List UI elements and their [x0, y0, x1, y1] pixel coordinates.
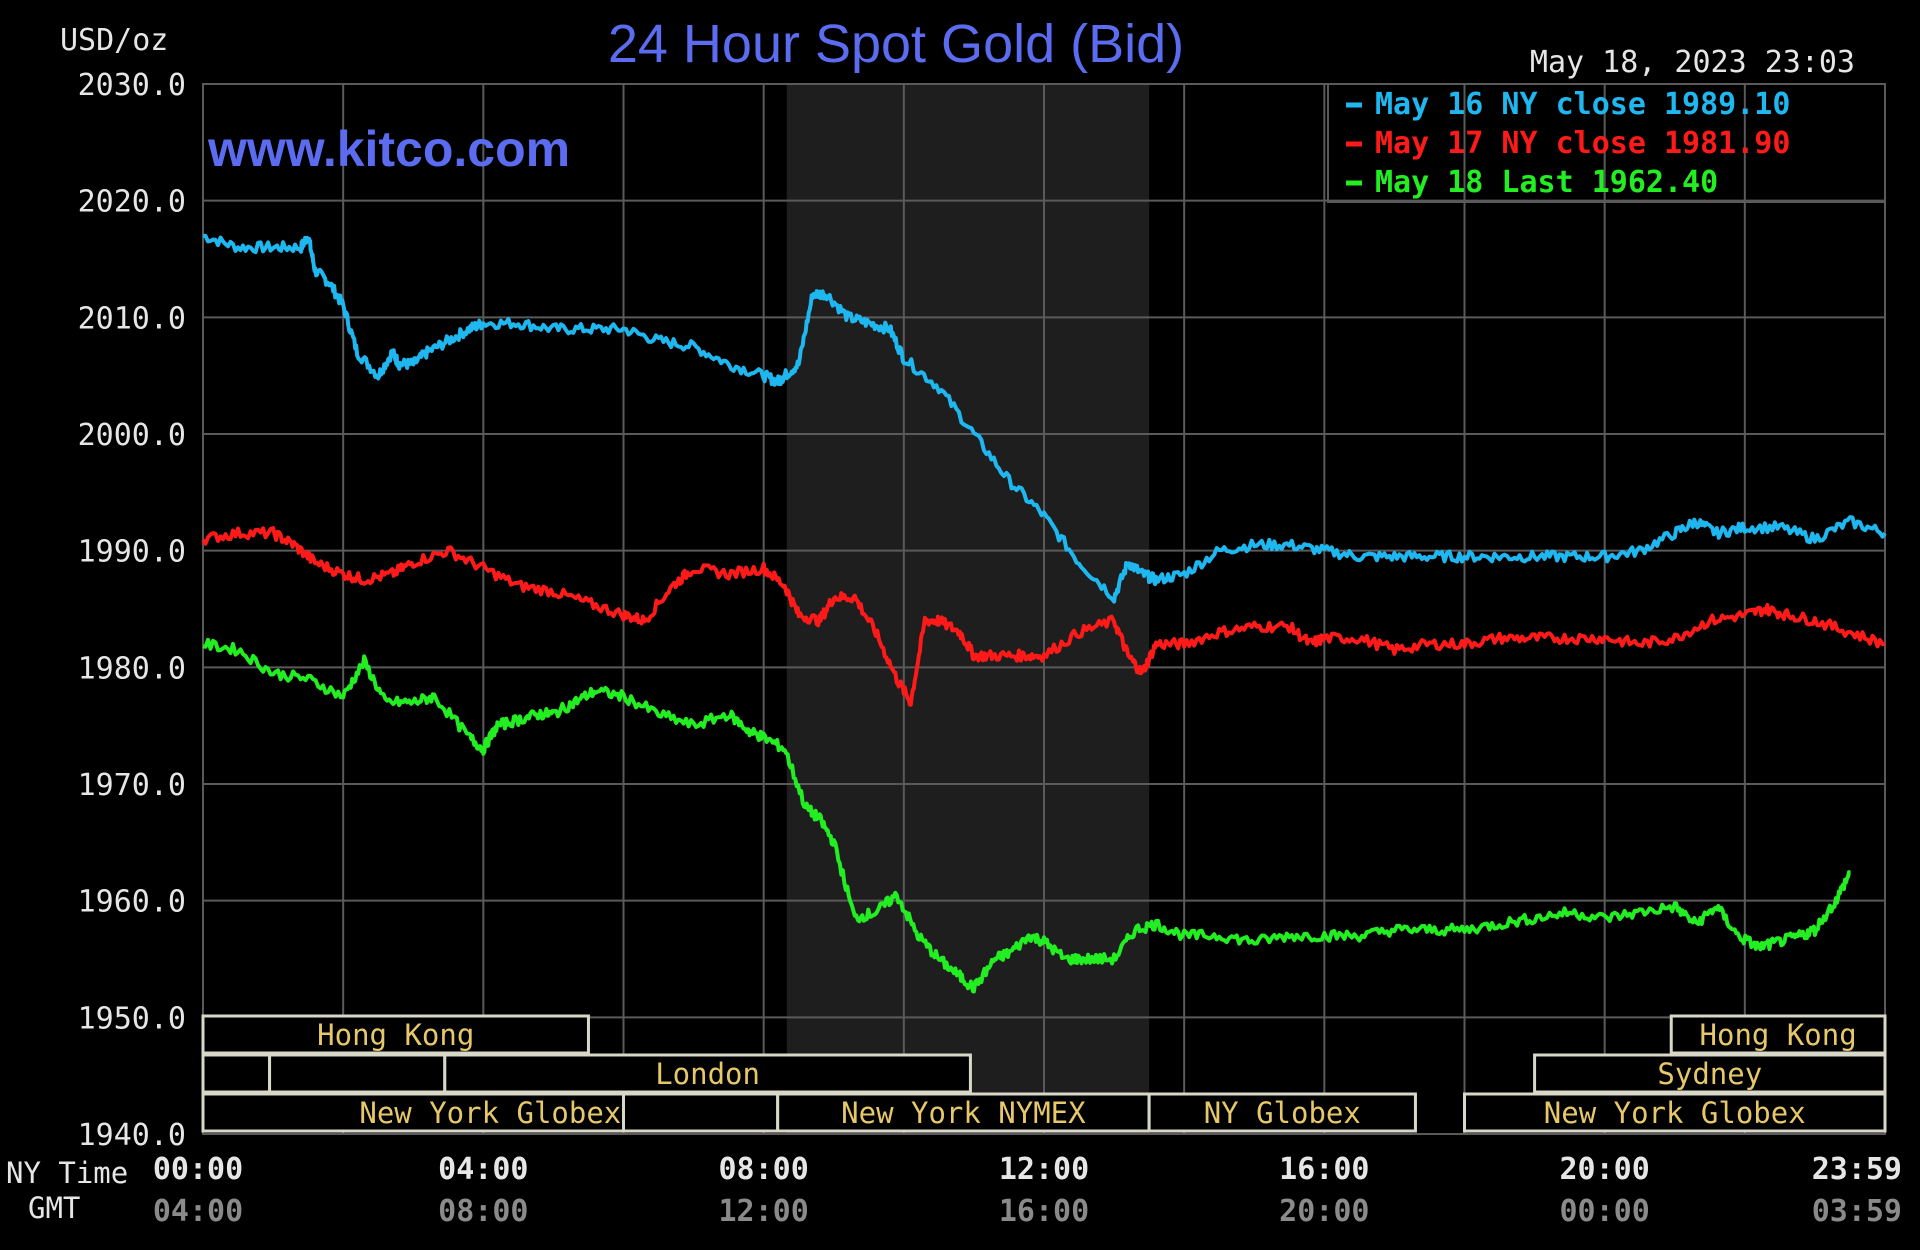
gmt-label: GMT [28, 1191, 80, 1225]
session-label: Hong Kong [317, 1018, 474, 1052]
y-tick-label: 2010.0 [78, 301, 186, 336]
series-line [202, 637, 1851, 994]
legend-entry: May 16 NY close 1989.10 [1375, 87, 1790, 122]
plot-frame [202, 83, 1886, 1135]
session-bar: New York Globex [1463, 1092, 1887, 1133]
nymex-session-shade [786, 84, 1150, 1134]
price-series [201, 233, 1887, 994]
y-tick-label: 2000.0 [78, 418, 186, 453]
x-tick-label-gmt: 04:00 [153, 1194, 243, 1229]
watermark-kitco: www.kitco.com [207, 121, 570, 177]
y-tick-label: 2030.0 [78, 68, 186, 103]
session-label: New York NYMEX [841, 1096, 1086, 1130]
x-tick-label-gmt: 03:59 [1812, 1194, 1902, 1229]
session-label: London [655, 1057, 760, 1091]
series-line [201, 526, 1886, 707]
session-bar: London [443, 1053, 972, 1094]
session-bar: Sydney [1533, 1053, 1887, 1094]
x-tick-label-gmt: 00:00 [1560, 1194, 1650, 1229]
session-bar: Hong Kong [1669, 1014, 1887, 1055]
y-tick-label: 1980.0 [78, 651, 186, 686]
x-tick-label-ny: 00:00 [153, 1152, 243, 1187]
y-tick-label: 1990.0 [78, 535, 186, 570]
session-label: Hong Kong [1700, 1018, 1857, 1052]
x-tick-label-gmt: 12:00 [719, 1194, 809, 1229]
timestamp: May 18, 2023 23:03 [1530, 45, 1855, 80]
legend-entry: May 17 NY close 1981.90 [1375, 126, 1790, 161]
market-sessions: Hong Kong London New York Globex New York N… [201, 1014, 1887, 1133]
session-bar: New York NYMEX [776, 1092, 1151, 1133]
series-line [202, 233, 1887, 604]
session-label: New York Globex [359, 1096, 621, 1130]
session-bar [268, 1053, 447, 1094]
x-tick-label-ny: 23:59 [1812, 1152, 1902, 1187]
x-tick-label-ny: 16:00 [1279, 1152, 1369, 1187]
y-axis-ticks: 2030.0 2020.0 2010.0 2000.0 1990.0 1980.0 1970… [78, 68, 186, 1153]
x-tick-label-ny: 08:00 [719, 1152, 809, 1187]
session-bar [622, 1092, 780, 1133]
chart-title: 24 Hour Spot Gold (Bid) [608, 14, 1184, 74]
y-tick-label: 1970.0 [78, 768, 186, 803]
x-tick-label-ny: 04:00 [438, 1152, 528, 1187]
session-label: New York Globex [1544, 1096, 1806, 1130]
legend: May 16 NY close 1989.10 May 17 NY close 1… [1327, 84, 1886, 203]
x-tick-label-gmt: 20:00 [1279, 1194, 1369, 1229]
unit-label: USD/oz [60, 23, 168, 58]
session-bar [201, 1053, 272, 1094]
session-bar: Hong Kong [201, 1014, 590, 1055]
legend-entry: May 18 Last 1962.40 [1375, 165, 1718, 200]
x-tick-label-gmt: 16:00 [999, 1194, 1089, 1229]
grid-lines [203, 84, 1885, 1134]
session-label: Sydney [1657, 1057, 1762, 1091]
x-tick-label-ny: 20:00 [1560, 1152, 1650, 1187]
x-tick-label-gmt: 08:00 [438, 1194, 528, 1229]
x-tick-label-ny: 12:00 [999, 1152, 1089, 1187]
legend-box [1327, 84, 1886, 203]
y-tick-label: 1940.0 [78, 1118, 186, 1153]
session-bar: NY Globex [1147, 1092, 1417, 1133]
ny-time-label: NY Time [6, 1156, 128, 1190]
y-tick-label: 1960.0 [78, 885, 186, 920]
y-tick-label: 2020.0 [78, 185, 186, 220]
session-label: NY Globex [1204, 1096, 1361, 1130]
y-tick-label: 1950.0 [78, 1001, 186, 1036]
x-axis-ticks: 00:00 04:00 08:00 12:00 16:00 20:00 23:59 04:00… [153, 1152, 1902, 1229]
